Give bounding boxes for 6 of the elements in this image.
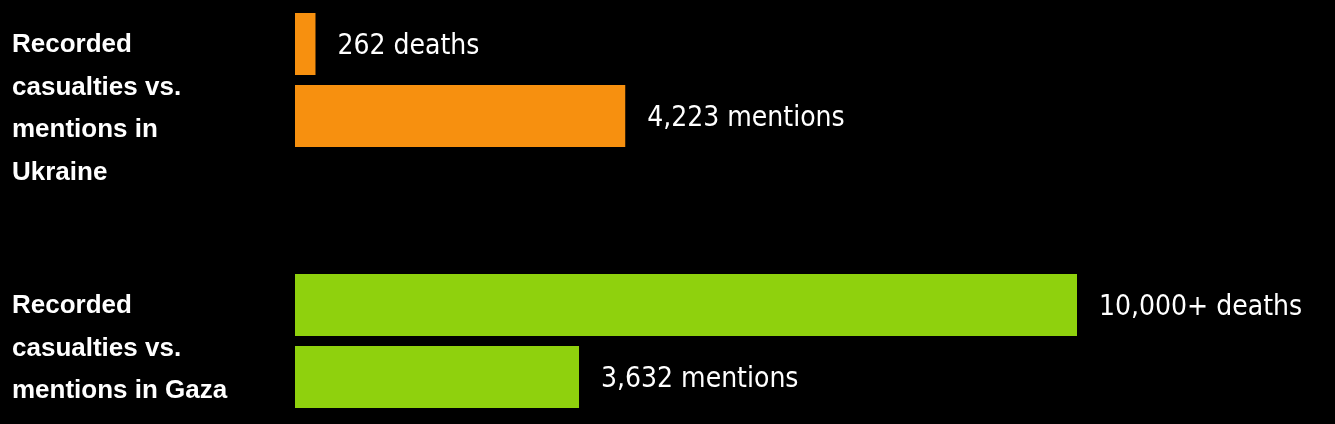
data-label: 10,000+ deaths	[1099, 288, 1303, 322]
data-label: 4,223 mentions	[647, 99, 845, 133]
data-label: 262 deaths	[337, 27, 480, 61]
text: Recorded casualties vs. mentions in Ukraine	[12, 28, 182, 186]
data-label: 3,632 mentions	[601, 360, 799, 394]
text: Recorded casualties vs. mentions in Gaza	[12, 289, 228, 404]
